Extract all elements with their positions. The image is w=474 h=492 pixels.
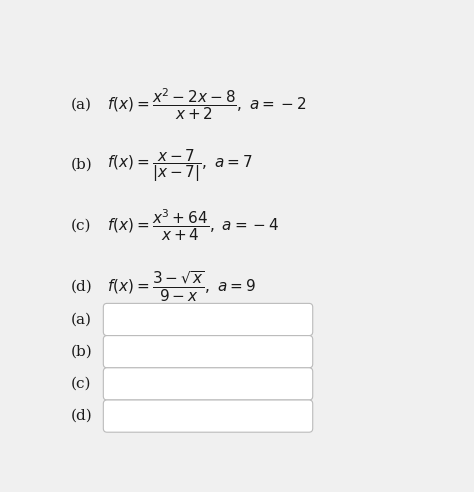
FancyBboxPatch shape [103,336,313,368]
Text: (d): (d) [70,409,92,423]
Text: (d): (d) [70,279,92,293]
Text: (c): (c) [70,219,91,233]
Text: (b): (b) [70,345,92,359]
Text: (c): (c) [70,377,91,391]
FancyBboxPatch shape [103,400,313,432]
Text: (b): (b) [70,158,92,172]
Text: $f(x) = \dfrac{x^2 - 2x - 8}{x + 2},\ a = -2$: $f(x) = \dfrac{x^2 - 2x - 8}{x + 2},\ a … [107,87,307,122]
FancyBboxPatch shape [103,368,313,400]
Text: (a): (a) [70,312,91,327]
Text: (a): (a) [70,97,91,112]
FancyBboxPatch shape [103,304,313,336]
Text: $f(x) = \dfrac{3 - \sqrt{x}}{9 - x},\ a = 9$: $f(x) = \dfrac{3 - \sqrt{x}}{9 - x},\ a … [107,269,256,304]
Text: $f(x) = \dfrac{x - 7}{|x - 7|},\ a = 7$: $f(x) = \dfrac{x - 7}{|x - 7|},\ a = 7$ [107,147,253,184]
Text: $f(x) = \dfrac{x^3 + 64}{x + 4},\ a = -4$: $f(x) = \dfrac{x^3 + 64}{x + 4},\ a = -4… [107,208,279,244]
